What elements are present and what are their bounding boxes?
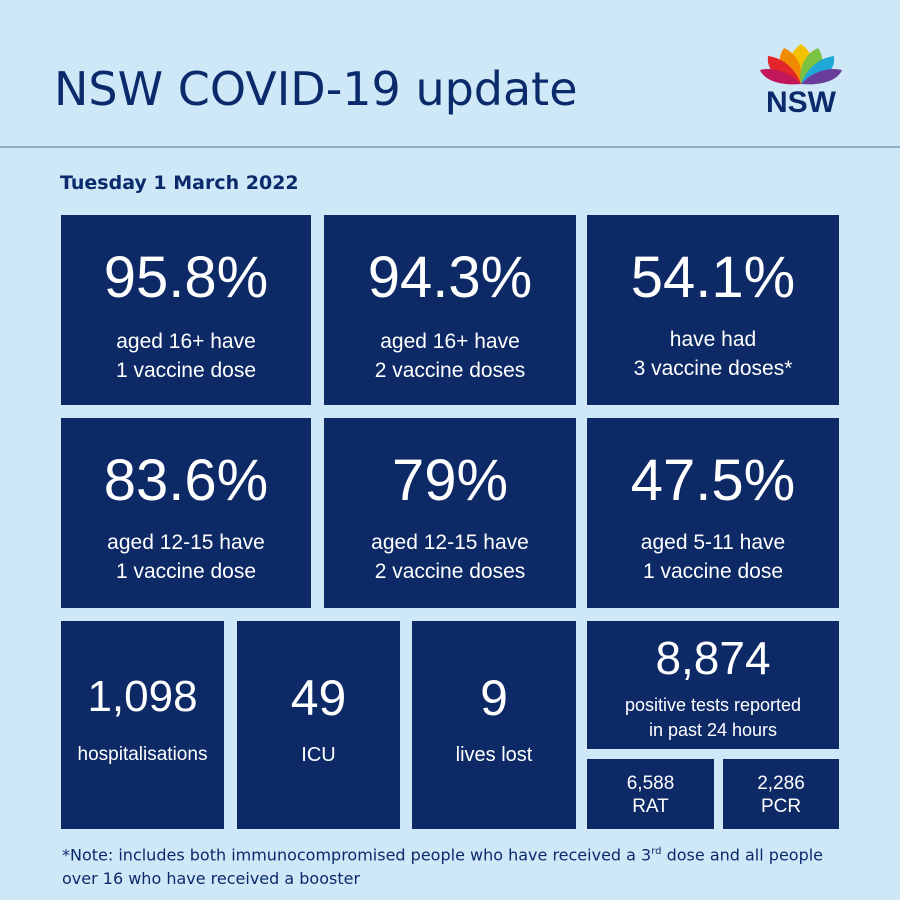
logo-text: NSW bbox=[766, 86, 836, 119]
stat-value: 95.8% bbox=[103, 245, 269, 310]
footnote-text: *Note: includes both immunocompromised p… bbox=[62, 845, 652, 865]
stat-value: 54.1% bbox=[630, 245, 796, 310]
stat-label: aged 16+ have 1 vaccine dose bbox=[61, 327, 311, 385]
waratah-icon bbox=[760, 44, 842, 85]
stat-label-line2: 2 vaccine doses bbox=[374, 560, 526, 583]
footnote-text-end: dose and all people over 16 who have rec… bbox=[62, 845, 824, 889]
footnote: *Note: includes both immunocompromised p… bbox=[62, 840, 852, 891]
stat-label-line2: 1 vaccine dose bbox=[642, 560, 784, 583]
stat-tile-5-11-1-dose: 47.5% aged 5-11 have 1 vaccine dose bbox=[587, 418, 839, 608]
stat-value: 49 bbox=[290, 670, 347, 726]
stat-label: aged 5-11 have 1 vaccine dose bbox=[587, 528, 839, 586]
stat-tile-16plus-1-dose: 95.8% aged 16+ have 1 vaccine dose bbox=[61, 215, 311, 405]
stat-label: lives lost bbox=[455, 744, 533, 766]
stat-tile-rat: 6,588 RAT bbox=[587, 759, 714, 829]
stat-label: hospitalisations bbox=[77, 744, 208, 765]
stat-label-line2: 1 vaccine dose bbox=[115, 359, 257, 382]
stat-value: 1,098 bbox=[87, 672, 198, 721]
stat-label-line1: aged 16+ have bbox=[116, 330, 256, 353]
stat-value: 8,874 bbox=[655, 632, 771, 684]
stat-label: aged 12-15 have 2 vaccine doses bbox=[324, 528, 576, 586]
stat-tile-positive-tests: 8,874 positive tests reported in past 24… bbox=[587, 621, 839, 749]
stat-label-line1: aged 16+ have bbox=[380, 330, 520, 353]
stat-label-line1: positive tests reported bbox=[624, 695, 802, 715]
stat-label-line2: 3 vaccine doses* bbox=[633, 357, 793, 380]
footnote-superscript: rd bbox=[651, 846, 662, 857]
stat-label-line1: aged 12-15 have bbox=[107, 531, 265, 554]
stat-value: 47.5% bbox=[630, 448, 796, 513]
stat-label: PCR bbox=[760, 796, 802, 817]
header: NSW COVID-19 update NSW bbox=[0, 0, 900, 148]
stat-label: ICU bbox=[301, 744, 336, 766]
stat-value: 83.6% bbox=[103, 448, 269, 513]
stat-tile-12-15-1-dose: 83.6% aged 12-15 have 1 vaccine dose bbox=[61, 418, 311, 608]
stat-tile-16plus-2-doses: 94.3% aged 16+ have 2 vaccine doses bbox=[324, 215, 576, 405]
stat-label-line2: 2 vaccine doses bbox=[374, 359, 526, 382]
stat-tile-3-doses: 54.1% have had 3 vaccine doses* bbox=[587, 215, 839, 405]
nsw-logo: NSW bbox=[758, 40, 844, 124]
stat-tile-icu: 49 ICU bbox=[237, 621, 400, 829]
stat-value: 79% bbox=[391, 448, 509, 513]
stat-tile-hospitalisations: 1,098 hospitalisations bbox=[61, 621, 224, 829]
stat-label-line2: 1 vaccine dose bbox=[115, 560, 257, 583]
update-date: Tuesday 1 March 2022 bbox=[60, 172, 299, 194]
stat-tile-lives-lost: 9 lives lost bbox=[412, 621, 576, 829]
stat-label: have had 3 vaccine doses* bbox=[587, 325, 839, 383]
stat-value: 9 bbox=[480, 670, 508, 726]
page-title: NSW COVID-19 update bbox=[54, 62, 578, 116]
stat-label: positive tests reported in past 24 hours bbox=[587, 693, 839, 743]
stat-tile-12-15-2-doses: 79% aged 12-15 have 2 vaccine doses bbox=[324, 418, 576, 608]
stat-value: 6,588 bbox=[626, 773, 675, 794]
stat-label-line1: aged 12-15 have bbox=[371, 531, 529, 554]
stat-label-line2: in past 24 hours bbox=[648, 720, 778, 740]
stat-label-line1: aged 5-11 have bbox=[640, 531, 786, 554]
stat-label-line1: have had bbox=[669, 328, 757, 351]
stat-label: RAT bbox=[632, 796, 669, 817]
stat-value: 2,286 bbox=[757, 773, 805, 794]
stat-label: aged 16+ have 2 vaccine doses bbox=[324, 327, 576, 385]
stat-value: 94.3% bbox=[367, 245, 533, 310]
stat-tile-pcr: 2,286 PCR bbox=[723, 759, 839, 829]
stat-label: aged 12-15 have 1 vaccine dose bbox=[61, 528, 311, 586]
